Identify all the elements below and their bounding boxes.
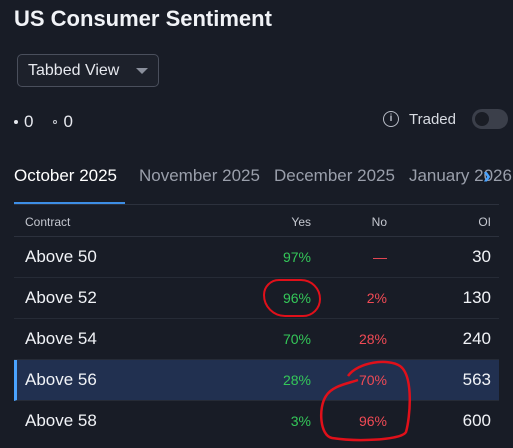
contract-name: Above 50 <box>25 247 97 266</box>
no-price[interactable]: 2% <box>366 290 387 306</box>
yes-price[interactable]: 97% <box>282 249 311 265</box>
table-row[interactable]: Above 58 3% 96% 600 <box>14 401 499 441</box>
contract-name: Above 54 <box>25 329 97 348</box>
contract-name: Above 56 <box>25 370 97 389</box>
tab-december-2025[interactable]: December 2025 <box>273 166 395 185</box>
annotation-scribble <box>319 360 412 442</box>
tab-october-2025[interactable]: October 2025 <box>14 166 125 205</box>
table-row[interactable]: Above 54 70% 28% 240 <box>14 319 499 360</box>
open-interest: 30 <box>472 247 491 266</box>
chevron-down-icon <box>136 68 148 74</box>
open-interest: 563 <box>462 370 491 389</box>
traded-label: Traded <box>409 110 456 128</box>
solid-count: 0 <box>14 112 33 132</box>
annotation-circle <box>263 279 321 317</box>
yes-price[interactable]: 28% <box>282 372 311 388</box>
table-row-selected[interactable]: Above 56 28% 70% 563 <box>14 360 499 401</box>
dot-icon <box>14 120 18 124</box>
hollow-count-value: 0 <box>63 112 73 131</box>
hollow-count: 0 <box>53 112 73 132</box>
month-tabs: October 2025 November 2025 December 2025… <box>14 166 513 206</box>
view-mode-dropdown[interactable]: Tabbed View <box>17 54 159 87</box>
traded-toggle[interactable] <box>471 109 508 129</box>
header-oi: OI <box>478 215 491 229</box>
contract-name: Above 58 <box>25 411 97 430</box>
traded-filter: i Traded <box>383 109 508 129</box>
yes-price[interactable]: 70% <box>282 331 311 347</box>
open-interest: 130 <box>462 288 491 307</box>
position-counts: 0 0 <box>14 112 73 132</box>
tab-divider <box>14 204 499 205</box>
view-mode-value: Tabbed View <box>28 61 120 79</box>
hollow-dot-icon <box>53 120 58 124</box>
header-yes: Yes <box>291 215 311 229</box>
no-price[interactable]: 96% <box>358 413 387 429</box>
contract-name: Above 52 <box>25 288 97 307</box>
table-header: Contract Yes No OI <box>14 210 499 237</box>
solid-count-value: 0 <box>24 112 34 131</box>
table-row[interactable]: Above 52 96% 2% 130 <box>14 278 499 319</box>
tab-january-2026[interactable]: January 2026 <box>408 166 512 185</box>
no-price[interactable]: 28% <box>358 331 387 347</box>
yes-price[interactable]: 3% <box>290 413 311 429</box>
open-interest: 240 <box>462 329 491 348</box>
header-contract: Contract <box>25 215 71 229</box>
info-icon[interactable]: i <box>383 111 399 127</box>
tab-november-2025[interactable]: November 2025 <box>139 166 260 185</box>
no-price[interactable]: — <box>373 249 387 265</box>
chevron-right-icon[interactable]: › <box>483 162 491 189</box>
toggle-knob <box>474 112 489 126</box>
open-interest: 600 <box>462 411 491 430</box>
page-title: US Consumer Sentiment <box>14 6 272 31</box>
no-price[interactable]: 70% <box>358 372 387 388</box>
header-no: No <box>371 215 387 229</box>
table-row[interactable]: Above 50 97% — 30 <box>14 237 499 278</box>
